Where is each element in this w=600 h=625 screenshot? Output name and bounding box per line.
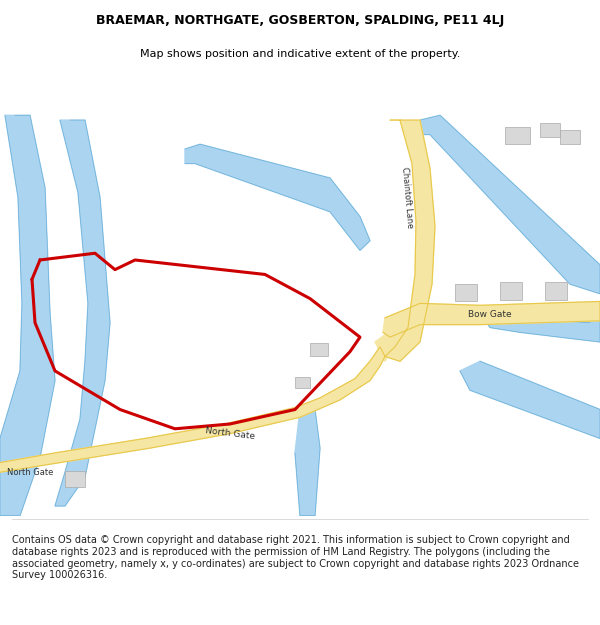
- Bar: [505, 127, 530, 144]
- Polygon shape: [480, 303, 600, 342]
- Polygon shape: [0, 347, 385, 472]
- Bar: [560, 130, 580, 144]
- Bar: [310, 343, 328, 356]
- Bar: [500, 282, 522, 299]
- Bar: [295, 377, 310, 388]
- Polygon shape: [385, 120, 435, 361]
- Text: Chaintoft Lane: Chaintoft Lane: [400, 166, 414, 228]
- Polygon shape: [185, 144, 370, 251]
- Text: Contains OS data © Crown copyright and database right 2021. This information is : Contains OS data © Crown copyright and d…: [12, 535, 579, 580]
- Polygon shape: [55, 120, 110, 506]
- Bar: [455, 284, 477, 301]
- Text: Map shows position and indicative extent of the property.: Map shows position and indicative extent…: [140, 49, 460, 59]
- Polygon shape: [375, 321, 420, 361]
- Polygon shape: [415, 115, 600, 294]
- Text: North Gate: North Gate: [7, 468, 53, 477]
- Text: North Gate: North Gate: [205, 426, 256, 441]
- Text: BRAEMAR, NORTHGATE, GOSBERTON, SPALDING, PE11 4LJ: BRAEMAR, NORTHGATE, GOSBERTON, SPALDING,…: [96, 14, 504, 27]
- Polygon shape: [383, 301, 600, 337]
- Bar: [545, 282, 567, 299]
- Bar: [65, 471, 85, 487]
- Polygon shape: [295, 409, 320, 516]
- Polygon shape: [0, 115, 55, 516]
- Bar: [540, 123, 560, 138]
- Polygon shape: [460, 361, 600, 439]
- Text: Bow Gate: Bow Gate: [468, 311, 512, 319]
